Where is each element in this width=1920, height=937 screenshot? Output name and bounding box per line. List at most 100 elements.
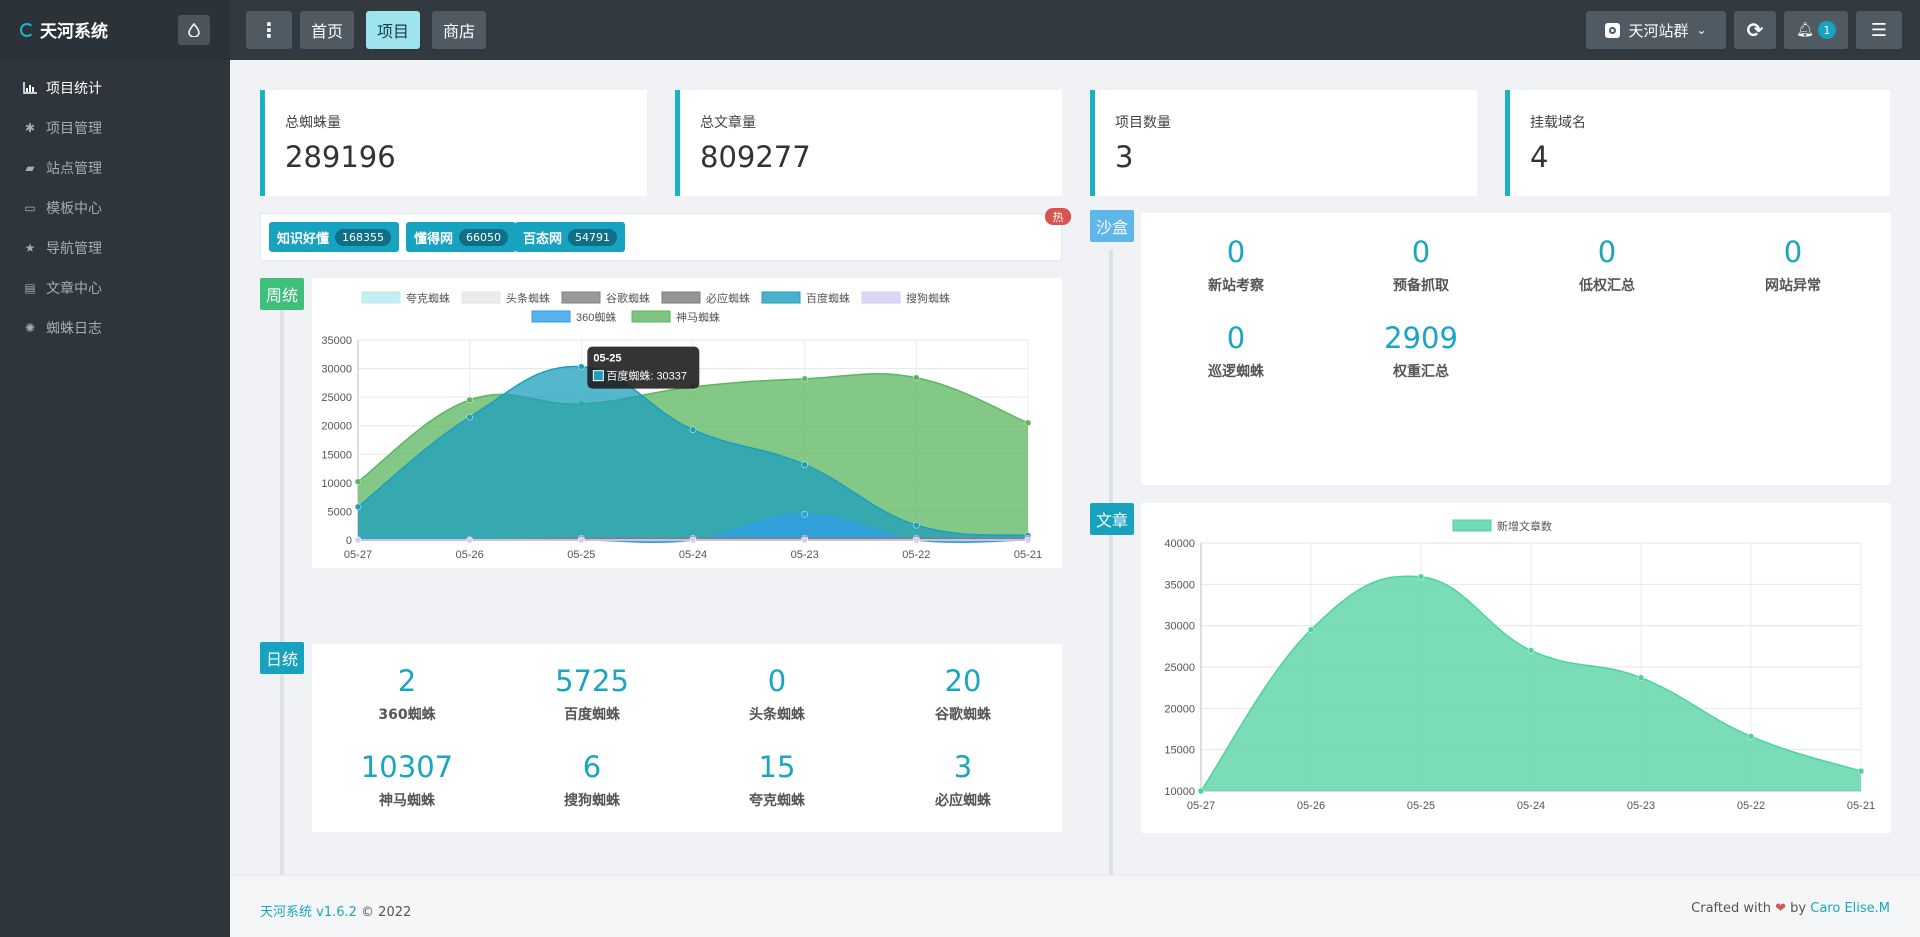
y-tick-label: 35000 [321,335,352,347]
data-point [1857,767,1865,775]
x-tick-label: 05-21 [1847,800,1875,812]
notifications-button[interactable]: 🔔︎ 1 [1784,11,1848,49]
stat-card-total-articles: 总文章量 809277 [675,90,1062,196]
article-chart-card: 10000 15000 20000 25000 30000 35000 40000 05-27… [1141,503,1891,833]
data-point [466,536,473,544]
data-point [689,536,697,544]
footer-right: Crafted with ❤ by Caro Elise.M [1691,901,1890,916]
sidebar-item-site-manage[interactable]: ▰ 站点管理 [0,148,230,188]
sidebar-item-label: 站点管理 [46,161,102,177]
series-area [358,366,1028,540]
x-tick-label: 05-22 [902,549,930,561]
bar-chart-icon [22,82,38,94]
legend-swatch [361,291,401,304]
daily-stat: 3 必应蜘蛛 [883,750,1043,810]
sidebar-item-nav-manage[interactable]: ★ 导航管理 [0,228,230,268]
app-title: 天河系统 [40,22,108,42]
data-point [913,521,920,529]
legend-label: 头条蜘蛛 [506,291,550,305]
comments-icon: ▰ [25,161,35,175]
daily-stat: 5725 百度蜘蛛 [512,664,672,724]
y-tick-label: 20000 [321,421,352,433]
weekly-section-tag: 周统 [260,278,304,310]
more-menu-button[interactable]: ⋮ [246,11,292,49]
x-tick-label: 05-25 [567,549,595,561]
sandbox-stat: 0 低权汇总 [1527,235,1687,295]
bell-icon: 🔔︎ [1796,22,1814,38]
sidebar-item-project-manage[interactable]: ✱ 项目管理 [0,108,230,148]
data-point [578,536,585,544]
data-point [354,503,362,511]
theme-toggle-button[interactable] [178,15,210,45]
camera-icon [1605,22,1621,38]
daily-stat-label: 夸克蜘蛛 [749,793,805,809]
legend-label: 新增文章数 [1497,519,1552,533]
sidebar-item-spider-log[interactable]: ✺ 蜘蛛日志 [0,308,230,348]
sandbox-stat-label: 预备抓取 [1393,278,1449,294]
droplet-icon [188,23,200,37]
y-tick-label: 20000 [1164,703,1195,715]
sidebar-item-project-stats[interactable]: 项目统计 [0,68,230,108]
project-tag[interactable]: 知识好懂 168355 [269,222,400,252]
tooltip-title: 05-25 [593,353,621,365]
data-point [1024,536,1032,544]
nav-home[interactable]: 首页 [300,11,355,49]
sandbox-section-tag: 沙盒 [1090,210,1134,242]
legend-swatch [861,291,901,304]
daily-stat: 15 夸克蜘蛛 [697,750,857,810]
x-tick-label: 05-27 [344,549,372,561]
daily-section-tag: 日统 [260,642,304,674]
data-point [578,363,585,370]
sandbox-stat-value: 0 [1226,321,1246,355]
y-tick-label: 10000 [1164,786,1195,798]
data-point [354,536,362,544]
data-point [913,536,920,544]
nav-store[interactable]: 商店 [432,11,487,49]
data-point [1024,419,1032,427]
legend-swatch [461,291,501,304]
settings-menu-button[interactable]: ☰ [1856,11,1902,49]
sandbox-stat: 0 巡逻蜘蛛 [1156,321,1316,381]
legend-swatch [631,310,671,323]
x-tick-label: 05-26 [1297,800,1325,812]
legend-swatch [761,291,801,304]
sidebar-item-label: 文章中心 [46,281,102,297]
project-tag[interactable]: 百态网 54791 [515,222,626,252]
stat-card-project-count: 项目数量 3 [1090,90,1477,196]
spider-icon: ✱ [24,121,36,135]
footer: 天河系统 v1.6.2 © 2022 Crafted with ❤ by Car… [230,875,1920,937]
stat-value: 809277 [700,140,811,174]
sidebar-item-article-center[interactable]: ▤ 文章中心 [0,268,230,308]
x-tick-label: 05-25 [1407,800,1435,812]
legend-label: 夸克蜘蛛 [406,291,450,305]
x-tick-label: 05-27 [1187,800,1215,812]
nav-project[interactable]: 项目 [366,11,421,49]
chevron-down-icon: ⌄ [1696,23,1707,37]
daily-stat-label: 搜狗蜘蛛 [564,793,620,809]
heart-icon: ❤ [1775,901,1787,916]
project-tag[interactable]: 懂得网 66050 [406,222,517,252]
daily-stat: 10307 神马蜘蛛 [327,750,487,810]
project-tag-name: 知识好懂 [277,231,330,247]
refresh-button[interactable]: ⟳ [1734,11,1776,49]
tooltip-swatch [592,370,604,382]
sidebar: 天河系统 项目统计 ✱ 项目管理 ▰ 站点管理 ▭ 模板中心 ★ 导航管理 ▤ … [0,0,230,937]
x-tick-label: 05-24 [679,549,707,561]
project-tag-name: 懂得网 [414,231,454,247]
daily-stats-card: 2 360蜘蛛 5725 百度蜘蛛 0 头条蜘蛛 20 谷歌蜘蛛 10307 神马蜘蛛 6… [312,644,1062,832]
author-link[interactable]: Caro Elise.M [1810,901,1890,916]
x-tick-label: 05-24 [1517,800,1545,812]
daily-stat-value: 6 [582,750,602,784]
project-tag-count: 54791 [568,228,618,246]
data-point [801,375,808,383]
sidebar-item-template-center[interactable]: ▭ 模板中心 [0,188,230,228]
y-tick-label: 15000 [1164,745,1195,757]
topbar: ⋮ 首页 项目 商店 天河站群 ⌄ ⟳ 🔔︎ 1 ☰ [230,0,1920,60]
data-point [1417,573,1425,581]
weekly-spider-chart: 0 5000 10000 15000 20000 25000 30000 35000 05-27… [321,291,1042,561]
data-point [1637,674,1645,681]
site-group-dropdown[interactable]: 天河站群 ⌄ [1586,11,1726,49]
app-version-link[interactable]: 天河系统 v1.6.2 [260,905,357,920]
data-point [1747,733,1755,740]
document-icon: ▤ [24,281,36,295]
